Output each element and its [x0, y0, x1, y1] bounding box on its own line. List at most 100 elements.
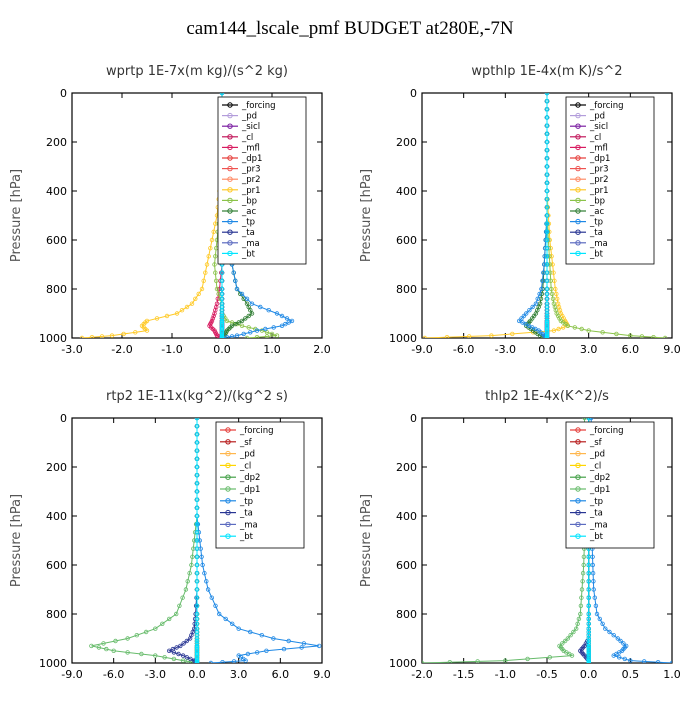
legend-label: _sicl: [241, 122, 260, 132]
series-marker-dp1: [576, 616, 582, 622]
series-marker-bt: [544, 213, 550, 218]
series-line-dp1: [91, 418, 198, 663]
series-marker-bt: [219, 323, 225, 328]
series-marker-pr1: [554, 291, 559, 297]
series-marker-ta: [188, 656, 193, 662]
legend-label: _ta: [239, 509, 253, 519]
series-marker-tp: [284, 316, 290, 321]
series-marker-tp: [254, 328, 260, 333]
series-marker-bt: [194, 641, 200, 646]
series-marker-tp: [200, 562, 205, 568]
series-marker-tp: [205, 587, 211, 592]
x-tick-label: 6.0: [272, 668, 290, 681]
legend-marker: [575, 533, 581, 539]
series-marker-tp: [199, 554, 204, 559]
series-marker-tp: [249, 301, 255, 306]
series-marker-pr1: [144, 328, 150, 333]
series-marker-bt: [544, 93, 550, 96]
series-marker-pr1: [422, 335, 427, 338]
series-marker-tp: [229, 334, 235, 338]
series-marker-tp: [597, 616, 602, 622]
legend-label: _ta: [589, 228, 603, 238]
series-marker-ac: [243, 316, 248, 321]
legend-label: _mfl: [241, 143, 260, 153]
series-marker-bt: [194, 505, 200, 510]
series-marker-bt: [194, 579, 200, 584]
x-tick-label: -1.0: [161, 343, 182, 356]
series-marker-dp1: [582, 418, 587, 421]
series-marker-bt: [586, 611, 591, 617]
series-marker-pr1: [179, 307, 185, 313]
series-marker-dp1: [547, 655, 552, 660]
y-tick-label: 600: [46, 234, 67, 247]
series-marker-dp1: [565, 636, 570, 641]
x-tick-label: -9.0: [61, 668, 82, 681]
series-marker-tp: [233, 278, 238, 283]
series-marker-tp: [245, 651, 251, 657]
series-marker-tp: [279, 323, 285, 328]
series-marker-bp: [572, 325, 577, 330]
series-marker-ta: [166, 648, 172, 653]
legend-label: _dp1: [239, 485, 260, 495]
legend-marker: [575, 218, 581, 225]
series-marker-dp1: [125, 650, 130, 655]
series-marker-tp: [589, 418, 594, 421]
series-marker-bp: [246, 325, 251, 330]
legend-label: _ac: [589, 207, 604, 217]
series-marker-tp: [533, 301, 539, 306]
series-marker-tp: [590, 562, 595, 568]
legend-marker: [575, 197, 581, 204]
series-marker-pr1: [184, 304, 190, 310]
legend-label: _tp: [589, 218, 603, 228]
series-marker-pr1: [211, 229, 216, 234]
series-marker-bt: [586, 650, 591, 655]
series-marker-tp: [527, 307, 532, 313]
panel-thlp2: thlp2 1E-4x(K^2)/s Pressure [hPa] -2.0 -1.5…: [350, 380, 700, 700]
series-marker-pr1: [554, 296, 560, 301]
x-tick-label: 0.0: [188, 668, 206, 681]
series-marker-dp1: [579, 587, 585, 592]
series-marker-dp1: [580, 579, 585, 584]
legend-marker: [575, 144, 581, 151]
y-tick-label: 600: [46, 559, 67, 572]
series-marker-bp: [264, 334, 270, 338]
series-marker-bt: [194, 521, 200, 527]
y-tick-label: 1000: [39, 332, 67, 345]
x-tick-label: 0.0: [538, 343, 556, 356]
series-marker-tp: [264, 648, 269, 653]
legend-marker: [575, 427, 581, 433]
series-marker-bp: [628, 333, 633, 338]
series-marker-bt: [544, 316, 550, 321]
legend-label: _ma: [241, 239, 260, 249]
series-line-dp1: [422, 418, 585, 663]
series-marker-bt: [194, 587, 200, 592]
series-marker-tp: [208, 660, 214, 663]
series-marker-pr1: [206, 254, 211, 259]
series-marker-pr1: [89, 335, 95, 338]
series-marker-tp: [523, 321, 528, 327]
series-marker-pr1: [79, 335, 85, 338]
series-marker-dp1: [111, 648, 116, 653]
series-marker-tp: [600, 621, 605, 626]
series-marker-bt: [219, 278, 225, 283]
series-marker-bt: [544, 318, 550, 324]
series-marker-ta: [187, 636, 193, 641]
series-marker-tp: [519, 316, 524, 321]
chart-title: wpthlp 1E-4x(m K)/s^2: [471, 64, 622, 79]
legend-box: [215, 421, 305, 549]
series-marker-tp: [248, 330, 253, 335]
series-marker-pr1: [121, 331, 126, 337]
series-marker-bt: [194, 636, 200, 641]
series-marker-dp1: [134, 632, 139, 638]
series-marker-pr1: [164, 313, 170, 319]
legend-label: _pr3: [241, 165, 261, 175]
series-marker-bp: [547, 262, 552, 267]
legend-label: _forcing: [589, 101, 624, 111]
x-tick-label: 0.0: [580, 668, 598, 681]
series-marker-tp: [535, 296, 540, 301]
legend-label: _forcing: [589, 426, 624, 436]
series-marker-bt: [544, 196, 550, 202]
series-marker-bt: [544, 221, 550, 226]
y-tick-label: 600: [396, 559, 417, 572]
series-marker-bp: [651, 335, 656, 338]
